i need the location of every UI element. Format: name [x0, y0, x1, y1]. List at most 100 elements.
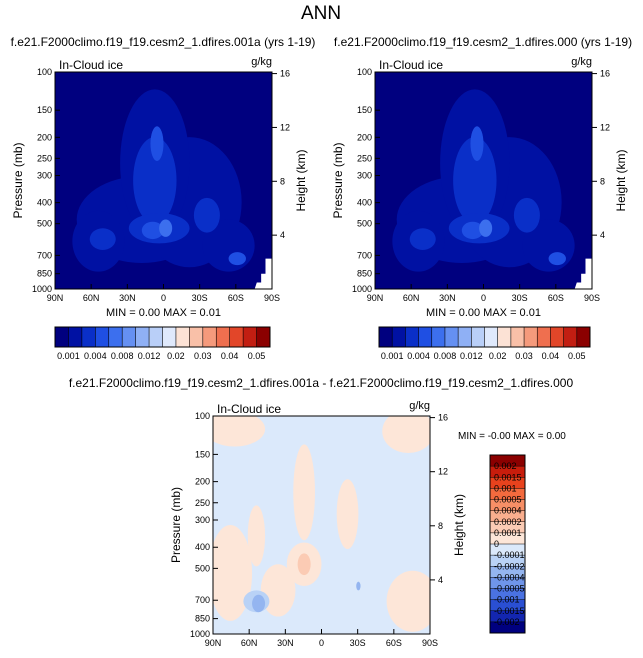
x-tick-label: 0 — [481, 293, 486, 303]
x-tick-label: 60N — [241, 638, 258, 648]
colorbar-label: 0.004 — [407, 351, 430, 361]
y-right-tick-label: 12 — [600, 122, 610, 132]
y-tick-label: 400 — [195, 542, 210, 552]
min-max-label: MIN = 0.00 MAX = 0.01 — [426, 307, 541, 319]
colorbar-swatch — [243, 327, 257, 347]
y-right-axis-label: Height (km) — [294, 149, 308, 211]
colorbar-swatch — [135, 327, 150, 347]
y-axis-label: Pressure (mb) — [331, 142, 345, 218]
contour-region-10 — [141, 221, 164, 240]
contour-region-10 — [461, 221, 484, 240]
colorbar-label: 0.004 — [84, 351, 107, 361]
variable-label: In-Cloud ice — [59, 58, 123, 72]
x-tick-label: 60S — [228, 293, 244, 303]
contour-region-12 — [548, 252, 566, 266]
y-tick-label: 500 — [37, 219, 52, 229]
colorbar-label: 0.02 — [489, 351, 507, 361]
y-tick-label: 700 — [37, 250, 52, 260]
colorbar-swatch — [490, 532, 525, 545]
contour-region-7 — [247, 505, 266, 567]
contour-region-6 — [133, 137, 177, 224]
y-tick-label: 500 — [195, 563, 210, 573]
y-right-tick-label: 4 — [280, 230, 285, 240]
colorbar-label: 0.0004 — [494, 506, 522, 516]
panel-3: f.e21.F2000climo.f19_f19.cesm2_1.dfires.… — [69, 376, 574, 648]
y-tick-label: 200 — [195, 477, 210, 487]
colorbar-swatch — [216, 327, 230, 347]
colorbar-swatch — [162, 327, 177, 347]
x-tick-label: 90S — [584, 293, 600, 303]
panel-title: f.e21.F2000climo.f19_f19.cesm2_1.dfires.… — [69, 376, 574, 390]
y-tick-label: 300 — [195, 515, 210, 525]
colorbar-swatch — [490, 555, 525, 567]
contour-region-11 — [479, 219, 493, 237]
y-axis-label: Pressure (mb) — [11, 142, 25, 218]
x-tick-label: 30N — [119, 293, 136, 303]
y-tick-label: 850 — [195, 614, 210, 624]
y-tick-label: 200 — [357, 132, 372, 142]
colorbar-swatch — [576, 327, 591, 347]
colorbar-label: -0.0004 — [494, 572, 525, 582]
colorbar-swatch — [81, 327, 96, 347]
x-tick-label: 0 — [319, 638, 324, 648]
y-tick-label: 150 — [195, 449, 210, 459]
colorbar-label: 0.012 — [138, 351, 161, 361]
colorbar-swatch — [471, 327, 485, 347]
colorbar-label: 0.0001 — [494, 528, 522, 538]
contour-region-3 — [293, 444, 315, 541]
colorbar-swatch — [68, 327, 83, 347]
colorbar-swatch — [490, 566, 525, 578]
y-axis-label: Pressure (mb) — [169, 487, 183, 563]
colorbar-frame — [489, 454, 526, 634]
y-right-tick-label: 16 — [280, 69, 290, 79]
y-tick-label: 850 — [357, 269, 372, 279]
contour-region-8 — [409, 228, 436, 250]
colorbar-label: 0.02 — [167, 351, 185, 361]
y-right-axis-label: Height (km) — [614, 149, 628, 211]
colorbar-swatch — [108, 327, 123, 347]
colorbar-label: 0.012 — [460, 351, 483, 361]
contour-region-12 — [252, 594, 266, 613]
colorbar-label: -0.001 — [494, 595, 520, 605]
colorbar-swatch — [490, 610, 525, 623]
panel-title: f.e21.F2000climo.f19_f19.cesm2_1.dfires.… — [334, 35, 632, 49]
y-right-tick-label: 16 — [438, 413, 448, 423]
colorbar-swatch — [510, 327, 525, 347]
colorbar-swatch — [497, 327, 512, 347]
x-tick-label: 0 — [161, 293, 166, 303]
contour-region-8 — [89, 228, 116, 250]
colorbar-swatch — [229, 327, 244, 347]
contour-region-12 — [228, 252, 246, 266]
colorbar-swatch — [490, 588, 525, 600]
y-tick-label: 150 — [357, 105, 372, 115]
colorbar-swatch — [490, 466, 525, 478]
colorbar-swatch — [431, 327, 446, 347]
figure-title: ANN — [301, 3, 341, 24]
colorbar-frame — [54, 326, 271, 348]
colorbar-label: -0.0002 — [494, 561, 525, 571]
y-right-tick-label: 12 — [280, 122, 290, 132]
y-right-tick-label: 4 — [438, 575, 443, 585]
contour-region-6 — [453, 137, 497, 224]
colorbar: 0.001 0.004 0.008 0.012 0.02 0.03 0.04 0.05 — [378, 326, 591, 361]
colorbar-swatch — [379, 327, 393, 347]
min-max-label: MIN = 0.00 MAX = 0.01 — [106, 307, 221, 319]
colorbar: 0.001 0.004 0.008 0.012 0.02 0.03 0.04 0.05 — [54, 326, 271, 361]
colorbar-swatch — [405, 327, 419, 347]
colorbar-swatch — [550, 327, 564, 347]
colorbar-label: 0.04 — [221, 351, 239, 361]
contour-region-13 — [150, 126, 164, 161]
x-tick-label: 60S — [386, 638, 402, 648]
colorbar-swatch — [458, 327, 472, 347]
colorbar-label: 0.001 — [57, 351, 80, 361]
colorbar-label: 0 — [494, 539, 499, 549]
panel-1: f.e21.F2000climo.f19_f19.cesm2_1.dfires.… — [11, 35, 316, 361]
colorbar-swatch — [490, 488, 525, 500]
colorbar-swatch — [490, 577, 525, 589]
x-tick-label: 60N — [83, 293, 100, 303]
y-tick-label: 500 — [357, 219, 372, 229]
colorbar-swatch — [444, 327, 459, 347]
colorbar-label: -0.0001 — [494, 550, 525, 560]
colorbar-label: 0.04 — [542, 351, 560, 361]
